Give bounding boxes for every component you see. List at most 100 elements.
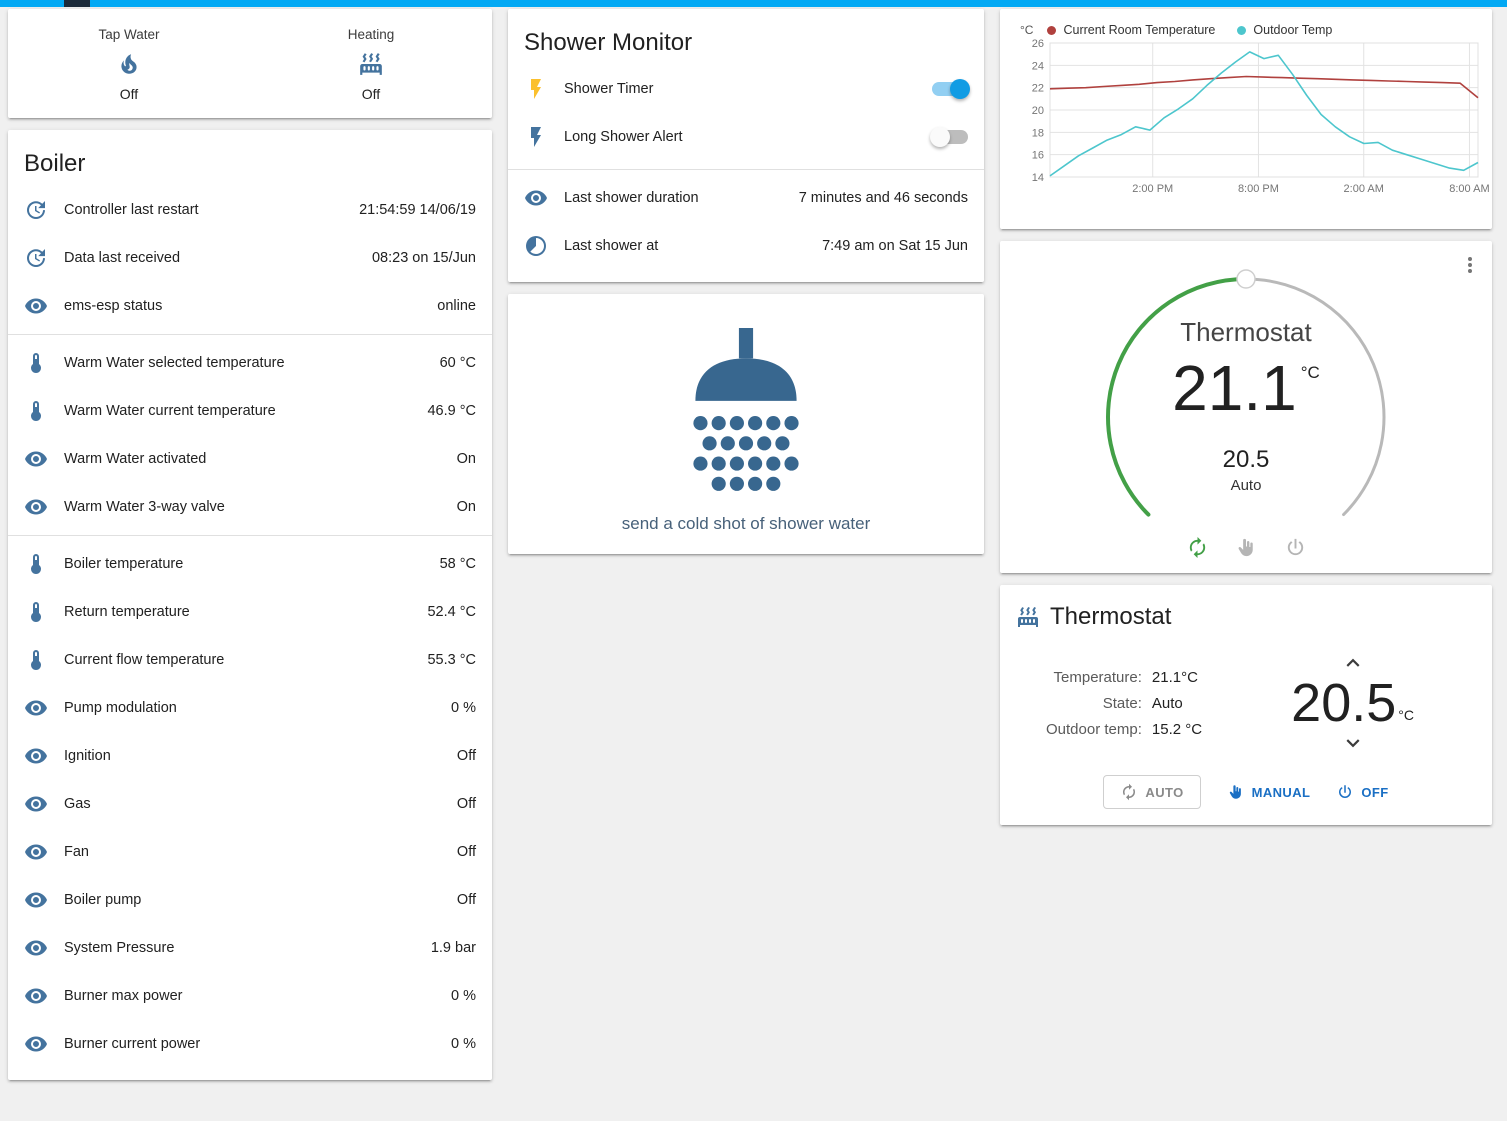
auto-mode-icon[interactable]	[1186, 536, 1209, 559]
entity-name: Gas	[64, 796, 91, 812]
timelapse-icon	[524, 234, 548, 258]
manual-mode-button[interactable]: MANUAL	[1227, 783, 1311, 801]
eye-icon	[24, 744, 48, 768]
info-label: State:	[1102, 694, 1142, 712]
legend-label: Outdoor Temp	[1253, 23, 1333, 37]
entity-row-last-shower-duration[interactable]: Last shower duration 7 minutes and 46 se…	[508, 174, 984, 222]
entity-name: Pump modulation	[64, 700, 177, 716]
flash-icon	[524, 125, 548, 149]
entity-name: Tap Water	[98, 27, 160, 42]
entity-name: Burner max power	[64, 988, 183, 1004]
toggle-label: Long Shower Alert	[564, 129, 683, 145]
eye-icon	[24, 447, 48, 471]
entity-value: 58 °C	[439, 556, 476, 572]
shower-timer-row[interactable]: Shower Timer	[508, 65, 984, 113]
legend-item-room-temp: Current Room Temperature	[1047, 23, 1215, 37]
legend-dot-icon	[1237, 25, 1247, 35]
entity-row-gas[interactable]: Gas Off	[8, 780, 492, 828]
entity-value: 0 %	[451, 700, 476, 716]
entity-row-pump-modulation[interactable]: Pump modulation 0 %	[8, 684, 492, 732]
svg-text:22: 22	[1032, 83, 1044, 95]
entity-row-controller-last-restart[interactable]: Controller last restart 21:54:59 14/06/1…	[8, 186, 492, 234]
svg-text:14: 14	[1032, 172, 1044, 184]
entity-row-data-last-received[interactable]: Data last received 08:23 on 15/Jun	[8, 234, 492, 282]
thermometer-icon	[24, 351, 48, 375]
entity-name: Fan	[64, 844, 89, 860]
eye-icon	[24, 1032, 48, 1056]
info-value: Auto	[1151, 694, 1183, 712]
manual-mode-icon[interactable]	[1235, 536, 1258, 559]
shower-timer-toggle[interactable]	[932, 79, 970, 99]
target-temperature-stepper: 20.5 °C	[1291, 650, 1414, 756]
entity-row-ww-current-temp[interactable]: Warm Water current temperature 46.9 °C	[8, 387, 492, 435]
radiator-icon	[1016, 605, 1040, 629]
thermostat-dial-card: Thermostat 21.1 °C 20.5 Auto	[1000, 241, 1492, 573]
entity-value: 55.3 °C	[427, 652, 476, 668]
target-temperature-unit: °C	[1398, 707, 1414, 723]
thermostat-dial	[1106, 269, 1386, 517]
thermostat-control-card: Thermostat Temperature: 21.1°C State: Au…	[1000, 585, 1492, 825]
shower-cold-shot-card[interactable]: send a cold shot of shower water	[508, 294, 984, 554]
entity-row-ww-activated[interactable]: Warm Water activated On	[8, 435, 492, 483]
entity-row-boiler-temperature[interactable]: Boiler temperature 58 °C	[8, 540, 492, 588]
thermometer-icon	[24, 648, 48, 672]
climate-info: Temperature: 21.1°C State: Auto Outdoor …	[1046, 669, 1202, 738]
entity-value: On	[456, 499, 476, 515]
entity-row-ww-3way-valve[interactable]: Warm Water 3-way valve On	[8, 483, 492, 531]
entity-row-ignition[interactable]: Ignition Off	[8, 732, 492, 780]
entity-row-ww-selected-temp[interactable]: Warm Water selected temperature 60 °C	[8, 339, 492, 387]
entity-row-last-shower-at[interactable]: Last shower at 7:49 am on Sat 15 Jun	[508, 222, 984, 270]
off-mode-button[interactable]: OFF	[1336, 783, 1388, 801]
entity-row-burner-current-power[interactable]: Burner current power 0 %	[8, 1020, 492, 1068]
entity-row-boiler-pump[interactable]: Boiler pump Off	[8, 876, 492, 924]
boiler-card-title: Boiler	[24, 150, 86, 177]
tab-indicator	[64, 0, 90, 7]
info-label: Outdoor temp:	[1046, 720, 1142, 738]
entity-name: Warm Water selected temperature	[64, 355, 285, 371]
entity-row-current-flow-temperature[interactable]: Current flow temperature 55.3 °C	[8, 636, 492, 684]
entity-row-ems-esp-status[interactable]: ems-esp status online	[8, 282, 492, 330]
svg-text:26: 26	[1032, 38, 1044, 50]
button-label: AUTO	[1145, 784, 1184, 800]
entity-name: Heating	[347, 27, 395, 42]
entity-value: Off	[456, 844, 476, 860]
dial-knob[interactable]	[1236, 269, 1256, 289]
toggle-thumb[interactable]	[930, 127, 950, 147]
svg-text:20: 20	[1032, 105, 1044, 117]
dashboard-grid: Tap Water Off Heating Off Boiler Control…	[0, 7, 1507, 1088]
shower-monitor-title: Shower Monitor	[524, 29, 693, 56]
boiler-card: Boiler Controller last restart 21:54:59 …	[8, 130, 492, 1080]
entity-row-fan[interactable]: Fan Off	[8, 828, 492, 876]
thermometer-icon	[24, 600, 48, 624]
svg-text:2:00 PM: 2:00 PM	[1132, 183, 1173, 195]
toggle-thumb[interactable]	[950, 79, 970, 99]
entity-row-system-pressure[interactable]: System Pressure 1.9 bar	[8, 924, 492, 972]
entity-value: online	[437, 298, 476, 314]
autorenew-icon	[1120, 783, 1138, 801]
entity-value: 46.9 °C	[427, 403, 476, 419]
entity-name: Boiler temperature	[64, 556, 184, 572]
info-label: Temperature:	[1053, 668, 1142, 686]
svg-text:24: 24	[1032, 60, 1044, 72]
entity-value: 7 minutes and 46 seconds	[798, 190, 968, 206]
entity-value: 1.9 bar	[430, 940, 476, 956]
glance-item-heating[interactable]: Heating Off	[250, 27, 492, 102]
entity-value: 21:54:59 14/06/19	[359, 202, 476, 218]
chevron-down-icon[interactable]	[1340, 730, 1366, 756]
auto-mode-button[interactable]: AUTO	[1103, 775, 1201, 809]
entity-name: System Pressure	[64, 940, 175, 956]
glance-item-tap-water[interactable]: Tap Water Off	[8, 27, 250, 102]
legend-label: Current Room Temperature	[1063, 23, 1216, 37]
entity-state: Off	[361, 86, 381, 102]
eye-icon	[524, 186, 548, 210]
entity-row-return-temperature[interactable]: Return temperature 52.4 °C	[8, 588, 492, 636]
power-off-icon[interactable]	[1284, 536, 1307, 559]
button-label: MANUAL	[1251, 784, 1311, 800]
history-chart: 26 24 22 20 18 16 14 2:00 PM 8:00 PM 2:00 AM 8:00 …	[1032, 38, 1490, 195]
entity-name: Last shower duration	[564, 190, 699, 206]
long-shower-alert-row[interactable]: Long Shower Alert	[508, 113, 984, 161]
entity-name: Burner current power	[64, 1036, 201, 1052]
entity-row-burner-max-power[interactable]: Burner max power 0 %	[8, 972, 492, 1020]
entity-value: 60 °C	[439, 355, 476, 371]
long-shower-alert-toggle[interactable]	[930, 127, 968, 147]
